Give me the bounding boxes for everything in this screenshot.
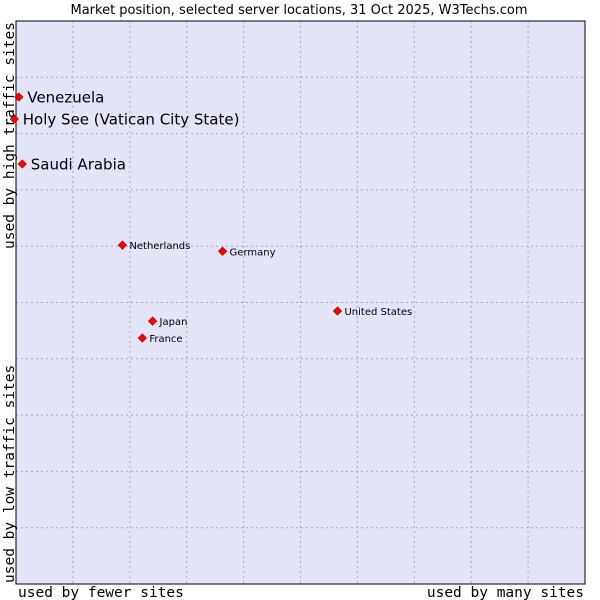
point-label-germany: Germany — [230, 247, 276, 258]
point-label-france: France — [149, 334, 182, 345]
point-label-saudi-arabia: Saudi Arabia — [31, 156, 126, 174]
grid — [16, 21, 585, 584]
point-saudi-arabia — [17, 159, 27, 169]
point-united-states — [332, 306, 343, 316]
point-germany — [217, 246, 228, 256]
point-label-venezuela: Venezuela — [27, 89, 104, 107]
point-japan — [147, 316, 158, 326]
point-netherlands — [117, 240, 128, 250]
data-points — [9, 92, 343, 343]
point-label-netherlands: Netherlands — [129, 241, 190, 252]
point-label-japan: Japan — [159, 317, 188, 328]
x-axis-label-left: used by fewer sites — [18, 585, 184, 600]
data-labels: Venezuela Holy See (Vatican City State) Sa… — [23, 89, 412, 345]
point-france — [137, 333, 147, 343]
y-axis-label-bottom: used by low traffic sites — [2, 365, 18, 583]
point-label-united-states: United States — [344, 307, 412, 318]
chart-title: Market position, selected server locatio… — [70, 3, 527, 18]
plot-border — [15, 20, 586, 585]
y-axis-label-top: used by high traffic sites — [2, 22, 18, 249]
point-label-holy-see-vatican-city-state: Holy See (Vatican City State) — [23, 110, 240, 128]
point-holy-see-vatican-city-state — [9, 114, 19, 124]
x-axis-label-right: used by many sites — [427, 585, 584, 600]
point-venezuela — [14, 92, 24, 102]
